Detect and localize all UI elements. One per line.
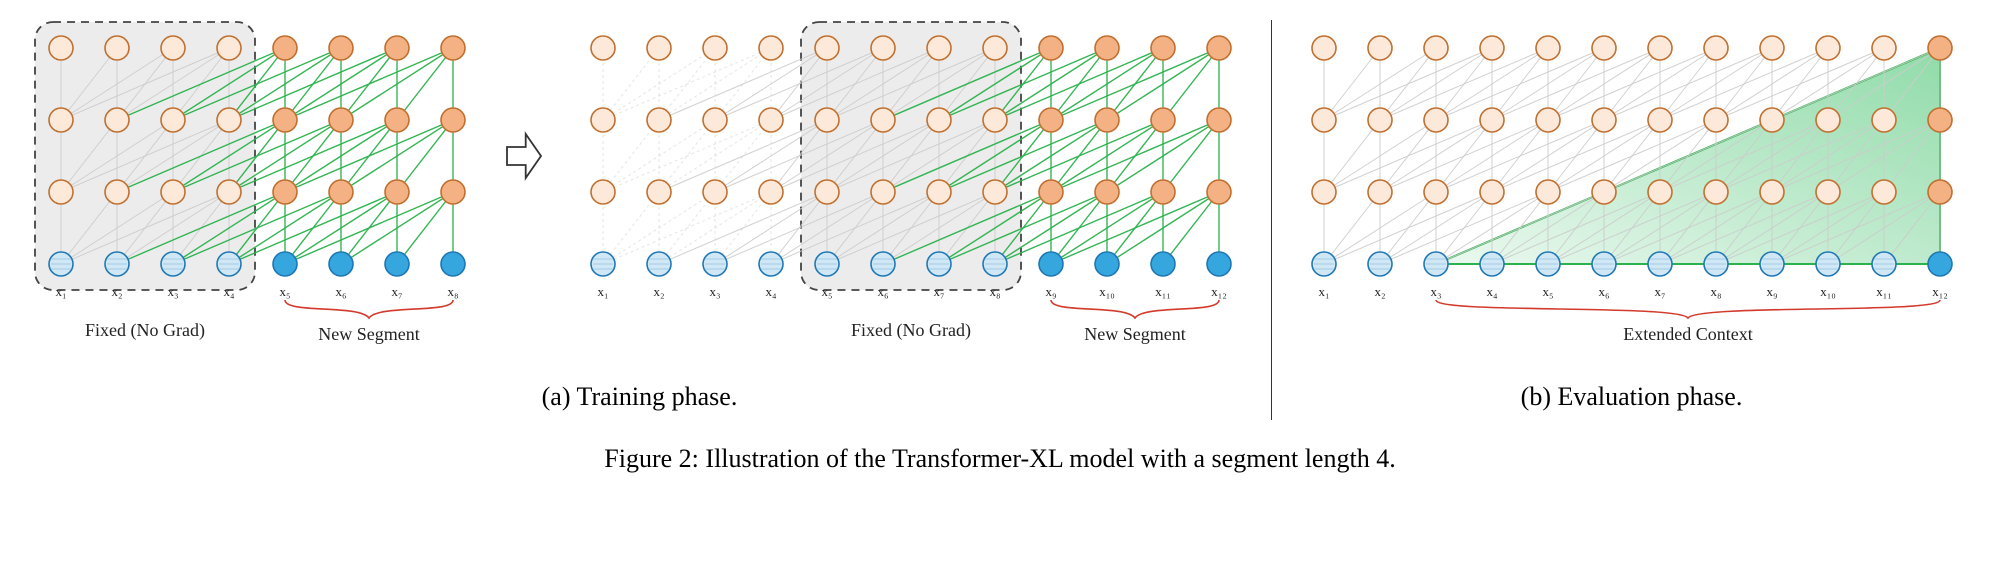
svg-text:x₅: x₅ (1542, 284, 1553, 299)
svg-text:New Segment: New Segment (318, 324, 419, 344)
svg-text:Extended Context: Extended Context (1623, 324, 1752, 344)
svg-text:x₆: x₆ (335, 284, 346, 299)
phase-b-label: (b) Evaluation phase. (1284, 382, 1980, 412)
svg-text:x₁: x₁ (597, 284, 608, 299)
panels-row: x₁ x₂ x₃ x₄ x₅ x₆ x₇ x₈ Fixed (No Grad) New Segme… (20, 20, 1980, 420)
svg-text:x₅: x₅ (821, 284, 832, 299)
figure-caption-text: Illustration of the Transformer-XL model… (705, 444, 1395, 473)
svg-text:x₃: x₃ (167, 284, 178, 299)
svg-text:x₉: x₉ (1045, 284, 1056, 299)
svg-text:x₈: x₈ (989, 284, 1000, 299)
svg-text:x₁₂: x₁₂ (1932, 284, 1948, 299)
svg-text:x₁: x₁ (1318, 284, 1329, 299)
svg-text:x₆: x₆ (877, 284, 888, 299)
figure-caption: Figure 2: Illustration of the Transforme… (20, 444, 1980, 474)
training-diagram: x₁ x₂ x₃ x₄ x₅ x₆ x₇ x₈ Fixed (No Grad) New Segme… (21, 20, 1259, 374)
svg-text:x₇: x₇ (391, 284, 402, 299)
svg-text:x₂: x₂ (1374, 284, 1385, 299)
svg-text:x₇: x₇ (933, 284, 944, 299)
svg-text:x₄: x₄ (765, 284, 777, 299)
svg-text:Fixed (No Grad): Fixed (No Grad) (85, 320, 205, 341)
svg-text:x₇: x₇ (1654, 284, 1665, 299)
svg-text:x₃: x₃ (1430, 284, 1441, 299)
svg-text:Fixed (No Grad): Fixed (No Grad) (851, 320, 971, 341)
svg-text:x₂: x₂ (111, 284, 122, 299)
svg-text:x₄: x₄ (223, 284, 235, 299)
vertical-divider (1271, 20, 1272, 420)
svg-text:x₁₁: x₁₁ (1155, 284, 1171, 299)
svg-text:x₃: x₃ (709, 284, 720, 299)
svg-text:x₁: x₁ (55, 284, 66, 299)
svg-text:x₁₀: x₁₀ (1099, 284, 1115, 299)
evaluation-diagram: x₁ x₂ x₃ x₄ x₅ x₆ x₇ x₈ x₉ x₁₀ x₁₁ x₁₂ Extended Cont… (1284, 20, 1980, 374)
panel-b: x₁ x₂ x₃ x₄ x₅ x₆ x₇ x₈ x₉ x₁₀ x₁₁ x₁₂ Extended Cont… (1284, 20, 1980, 412)
svg-text:x₁₁: x₁₁ (1876, 284, 1892, 299)
svg-text:x₁₀: x₁₀ (1820, 284, 1836, 299)
svg-text:x₆: x₆ (1598, 284, 1609, 299)
svg-text:x₁₂: x₁₂ (1211, 284, 1227, 299)
panel-a: x₁ x₂ x₃ x₄ x₅ x₆ x₇ x₈ Fixed (No Grad) New Segme… (21, 20, 1259, 412)
svg-text:x₂: x₂ (653, 284, 664, 299)
figure-number: Figure 2: (604, 444, 699, 473)
svg-text:x₈: x₈ (1710, 284, 1721, 299)
figure-container: x₁ x₂ x₃ x₄ x₅ x₆ x₇ x₈ Fixed (No Grad) New Segme… (20, 20, 1980, 474)
phase-a-label: (a) Training phase. (21, 382, 1259, 412)
svg-text:New Segment: New Segment (1084, 324, 1185, 344)
svg-text:x₅: x₅ (279, 284, 290, 299)
svg-text:x₄: x₄ (1486, 284, 1498, 299)
svg-text:x₉: x₉ (1766, 284, 1777, 299)
svg-text:x₈: x₈ (447, 284, 458, 299)
